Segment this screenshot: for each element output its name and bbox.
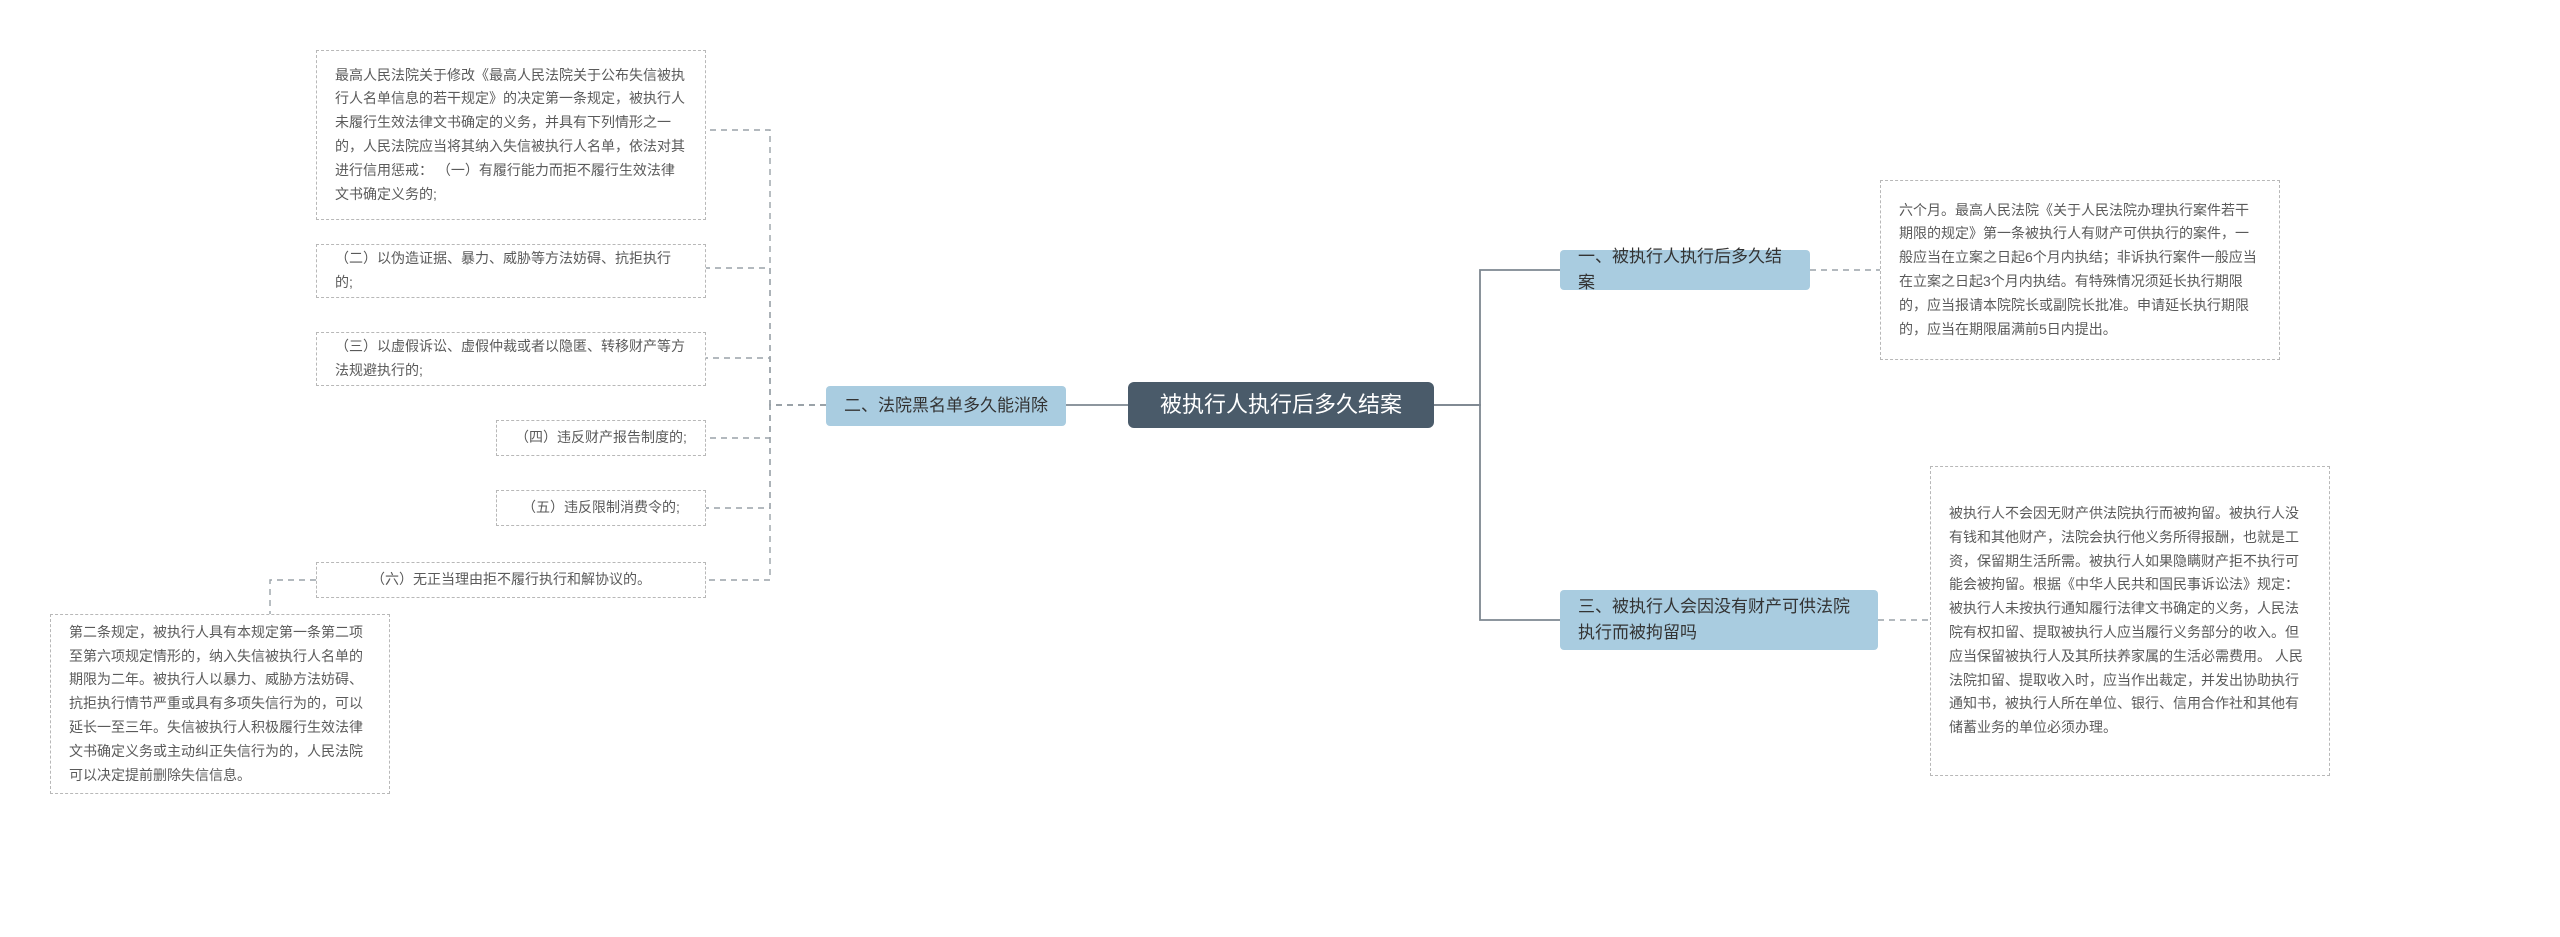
topic-blacklist[interactable]: 二、法院黑名单多久能消除: [826, 386, 1066, 426]
blacklist-note: 第二条规定，被执行人具有本规定第一条第二项至第六项规定情形的，纳入失信被执行人名…: [50, 614, 390, 794]
blacklist-item-5: （五）违反限制消费令的;: [496, 490, 706, 526]
topic-case-close-time[interactable]: 一、被执行人执行后多久结案: [1560, 250, 1810, 290]
blacklist-item-6: （六）无正当理由拒不履行执行和解协议的。: [316, 562, 706, 598]
blacklist-item-2: （二）以伪造证据、暴力、威胁等方法妨碍、抗拒执行的;: [316, 244, 706, 298]
blacklist-item-1: 最高人民法院关于修改《最高人民法院关于公布失信被执行人名单信息的若干规定》的决定…: [316, 50, 706, 220]
no-property-detail: 被执行人不会因无财产供法院执行而被拘留。被执行人没有钱和其他财产，法院会执行他义…: [1930, 466, 2330, 776]
case-close-detail: 六个月。最高人民法院《关于人民法院办理执行案件若干期限的规定》第一条被执行人有财…: [1880, 180, 2280, 360]
topic-no-property-detain[interactable]: 三、被执行人会因没有财产可供法院执行而被拘留吗: [1560, 590, 1878, 650]
blacklist-item-4: （四）违反财产报告制度的;: [496, 420, 706, 456]
root-node[interactable]: 被执行人执行后多久结案: [1128, 382, 1434, 428]
blacklist-item-3: （三）以虚假诉讼、虚假仲裁或者以隐匿、转移财产等方法规避执行的;: [316, 332, 706, 386]
